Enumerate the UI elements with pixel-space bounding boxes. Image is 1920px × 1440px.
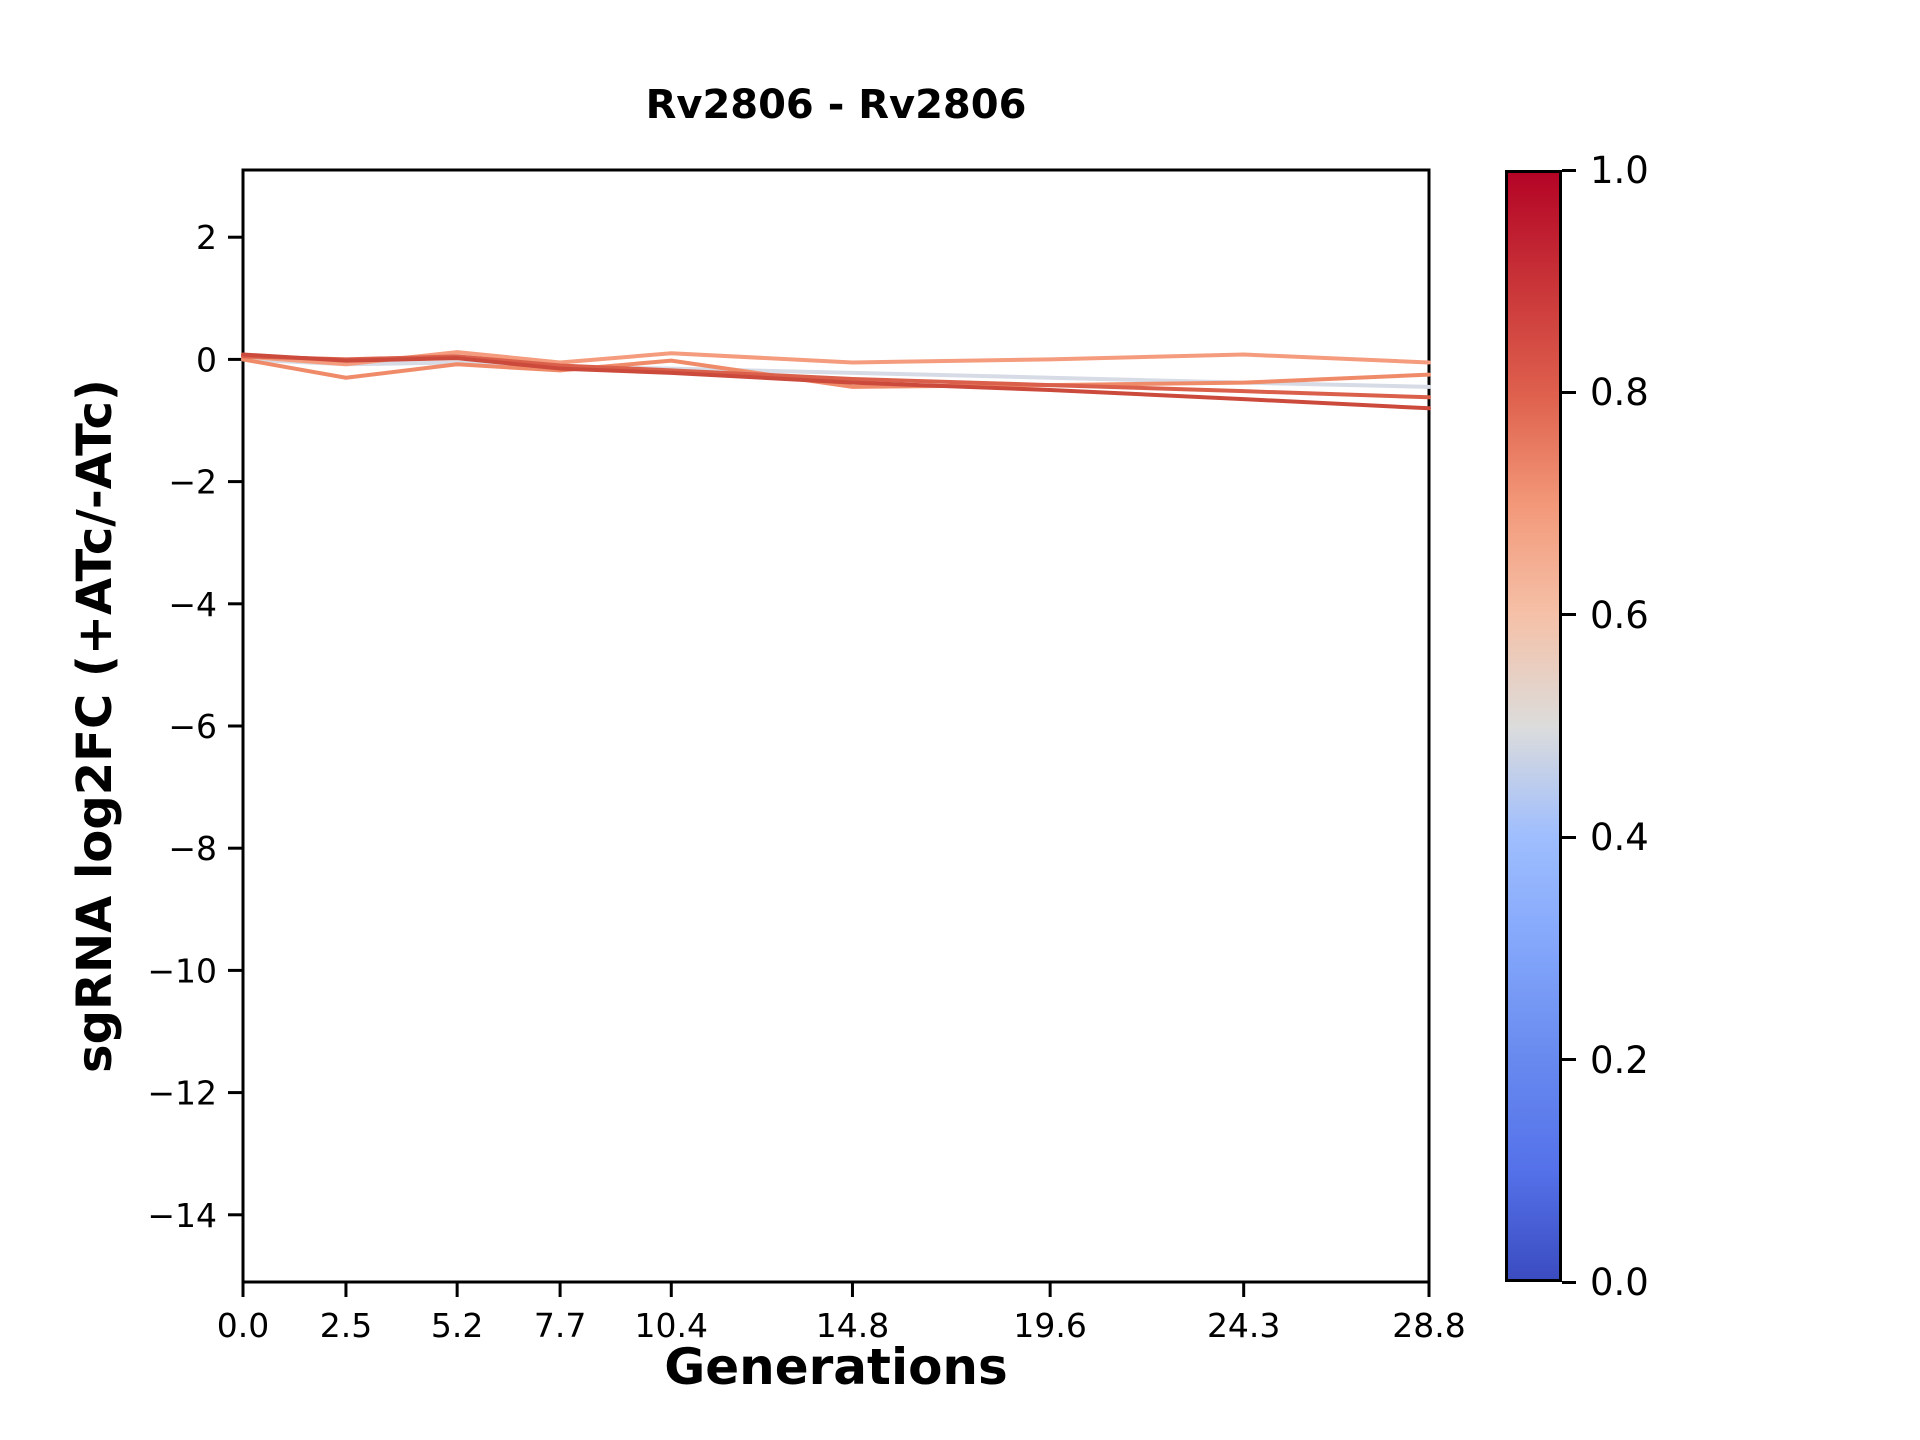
x-tick-label: 24.3 — [1207, 1306, 1280, 1345]
colorbar-tick-label: 0.0 — [1590, 1261, 1649, 1304]
y-tick-label: −6 — [168, 707, 217, 746]
chart-title: Rv2806 - Rv2806 — [645, 82, 1027, 128]
series-line-sgRNA-red-b — [241, 352, 1431, 411]
colorbar-tick-mark — [1562, 835, 1576, 839]
colorbar-tick-mark — [1562, 1280, 1576, 1284]
colorbar-tick-label: 0.6 — [1590, 593, 1649, 637]
axes-spines — [241, 168, 1431, 1284]
y-tick-label: −14 — [147, 1196, 217, 1235]
colorbar-tick-mark — [1562, 613, 1576, 617]
y-tick-label: 0 — [196, 340, 217, 379]
colorbar-gradient — [1505, 170, 1562, 1282]
colorbar-tick-label: 0.2 — [1590, 1038, 1649, 1082]
x-tick-label: 5.2 — [431, 1306, 483, 1345]
colorbar-tick-mark — [1562, 168, 1576, 172]
y-axis-ticks: 2 0 −2 −4 −6 −8 −10 −12 −14 — [147, 218, 243, 1235]
series-lines — [241, 350, 1431, 411]
y-tick-label: 2 — [196, 218, 217, 257]
y-tick-label: −8 — [168, 829, 217, 868]
colorbar-tick-label: 0.8 — [1590, 371, 1649, 415]
y-tick-label: −10 — [147, 951, 217, 990]
colorbar-tick-label: 0.4 — [1590, 816, 1649, 860]
y-tick-label: −12 — [147, 1074, 217, 1113]
x-tick-label: 19.6 — [1013, 1306, 1086, 1345]
colorbar-tick-mark — [1562, 390, 1576, 394]
x-tick-label: 7.7 — [534, 1306, 586, 1345]
x-tick-label: 28.8 — [1392, 1306, 1465, 1345]
x-axis-label: Generations — [664, 1338, 1008, 1396]
plot-frame — [241, 168, 1431, 1284]
x-axis-ticks: 0.0 2.5 5.2 7.7 10.4 14.8 19.6 24.3 28.8 — [217, 1282, 1466, 1345]
y-tick-label: −2 — [168, 463, 217, 502]
x-tick-label: 14.8 — [816, 1306, 889, 1345]
x-tick-label: 2.5 — [320, 1306, 372, 1345]
series-line-sgRNA-salmon-b — [241, 357, 1431, 389]
y-tick-label: −4 — [168, 585, 217, 624]
x-tick-label: 10.4 — [635, 1306, 708, 1345]
colorbar-tick-mark — [1562, 1058, 1576, 1062]
x-tick-label: 0.0 — [217, 1306, 269, 1345]
colorbar-tick-label: 1.0 — [1590, 149, 1649, 192]
